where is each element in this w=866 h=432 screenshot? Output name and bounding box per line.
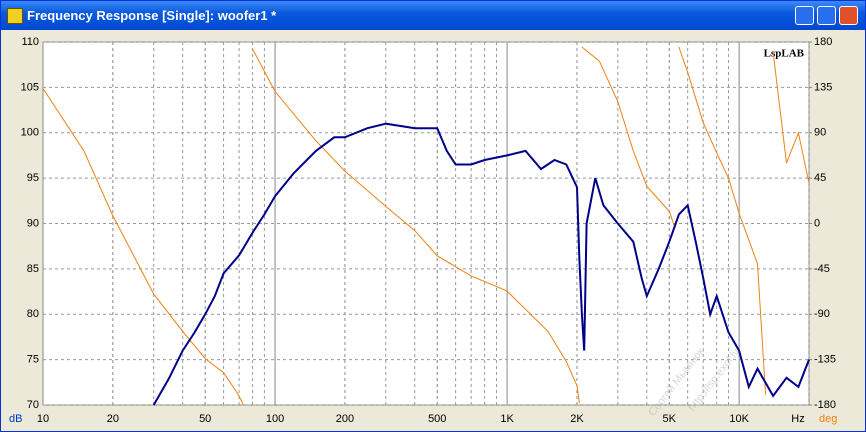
y-tick-label: 100 <box>21 127 39 139</box>
x-tick-label: 10K <box>729 413 749 425</box>
maximize-button[interactable] <box>817 6 836 25</box>
x-tick-label: 5K <box>663 413 677 425</box>
y-tick-label: 70 <box>27 399 39 411</box>
y-tick-label: 85 <box>27 263 39 275</box>
y-tick-label: 80 <box>27 308 39 320</box>
x-tick-label: 100 <box>266 413 284 425</box>
y2-axis-label: deg <box>819 413 837 425</box>
y2-tick-label: -180 <box>814 399 836 411</box>
y-axis-label: dB <box>9 413 22 425</box>
y2-tick-label: 135 <box>814 81 832 93</box>
y2-tick-label: -90 <box>814 308 830 320</box>
title-bar: Frequency Response [Single]: woofer1 * <box>1 1 865 30</box>
x-tick-label: 2K <box>570 413 584 425</box>
close-button[interactable] <box>839 6 858 25</box>
x-tick-label: 500 <box>428 413 446 425</box>
logo: LspLAB <box>764 48 805 60</box>
window-title: Frequency Response [Single]: woofer1 * <box>27 8 277 23</box>
x-tick-label: 200 <box>336 413 354 425</box>
x-axis-label: Hz <box>791 413 804 425</box>
y-tick-label: 105 <box>21 81 39 93</box>
app-icon <box>7 8 23 24</box>
y2-tick-label: 180 <box>814 36 832 48</box>
x-tick-label: 50 <box>199 413 211 425</box>
y2-tick-label: -45 <box>814 263 830 275</box>
series-line <box>42 46 810 406</box>
y2-tick-label: 0 <box>814 217 820 229</box>
y2-tick-label: 45 <box>814 172 826 184</box>
y-tick-label: 75 <box>27 354 39 366</box>
y-tick-label: 110 <box>21 36 39 48</box>
y-tick-label: 95 <box>27 172 39 184</box>
minimize-button[interactable] <box>795 6 814 25</box>
x-tick-label: 1K <box>500 413 514 425</box>
y2-tick-label: -135 <box>814 354 836 366</box>
series-line <box>152 122 810 406</box>
y-tick-label: 90 <box>27 217 39 229</box>
x-tick-label: 20 <box>107 413 119 425</box>
chart: 10 20 50 100 200 500 1K 2K 5K 10K 70 75 80 85 90 95 100 1… <box>9 36 837 425</box>
x-tick-label: 10 <box>37 413 49 425</box>
y2-tick-label: 90 <box>814 127 826 139</box>
